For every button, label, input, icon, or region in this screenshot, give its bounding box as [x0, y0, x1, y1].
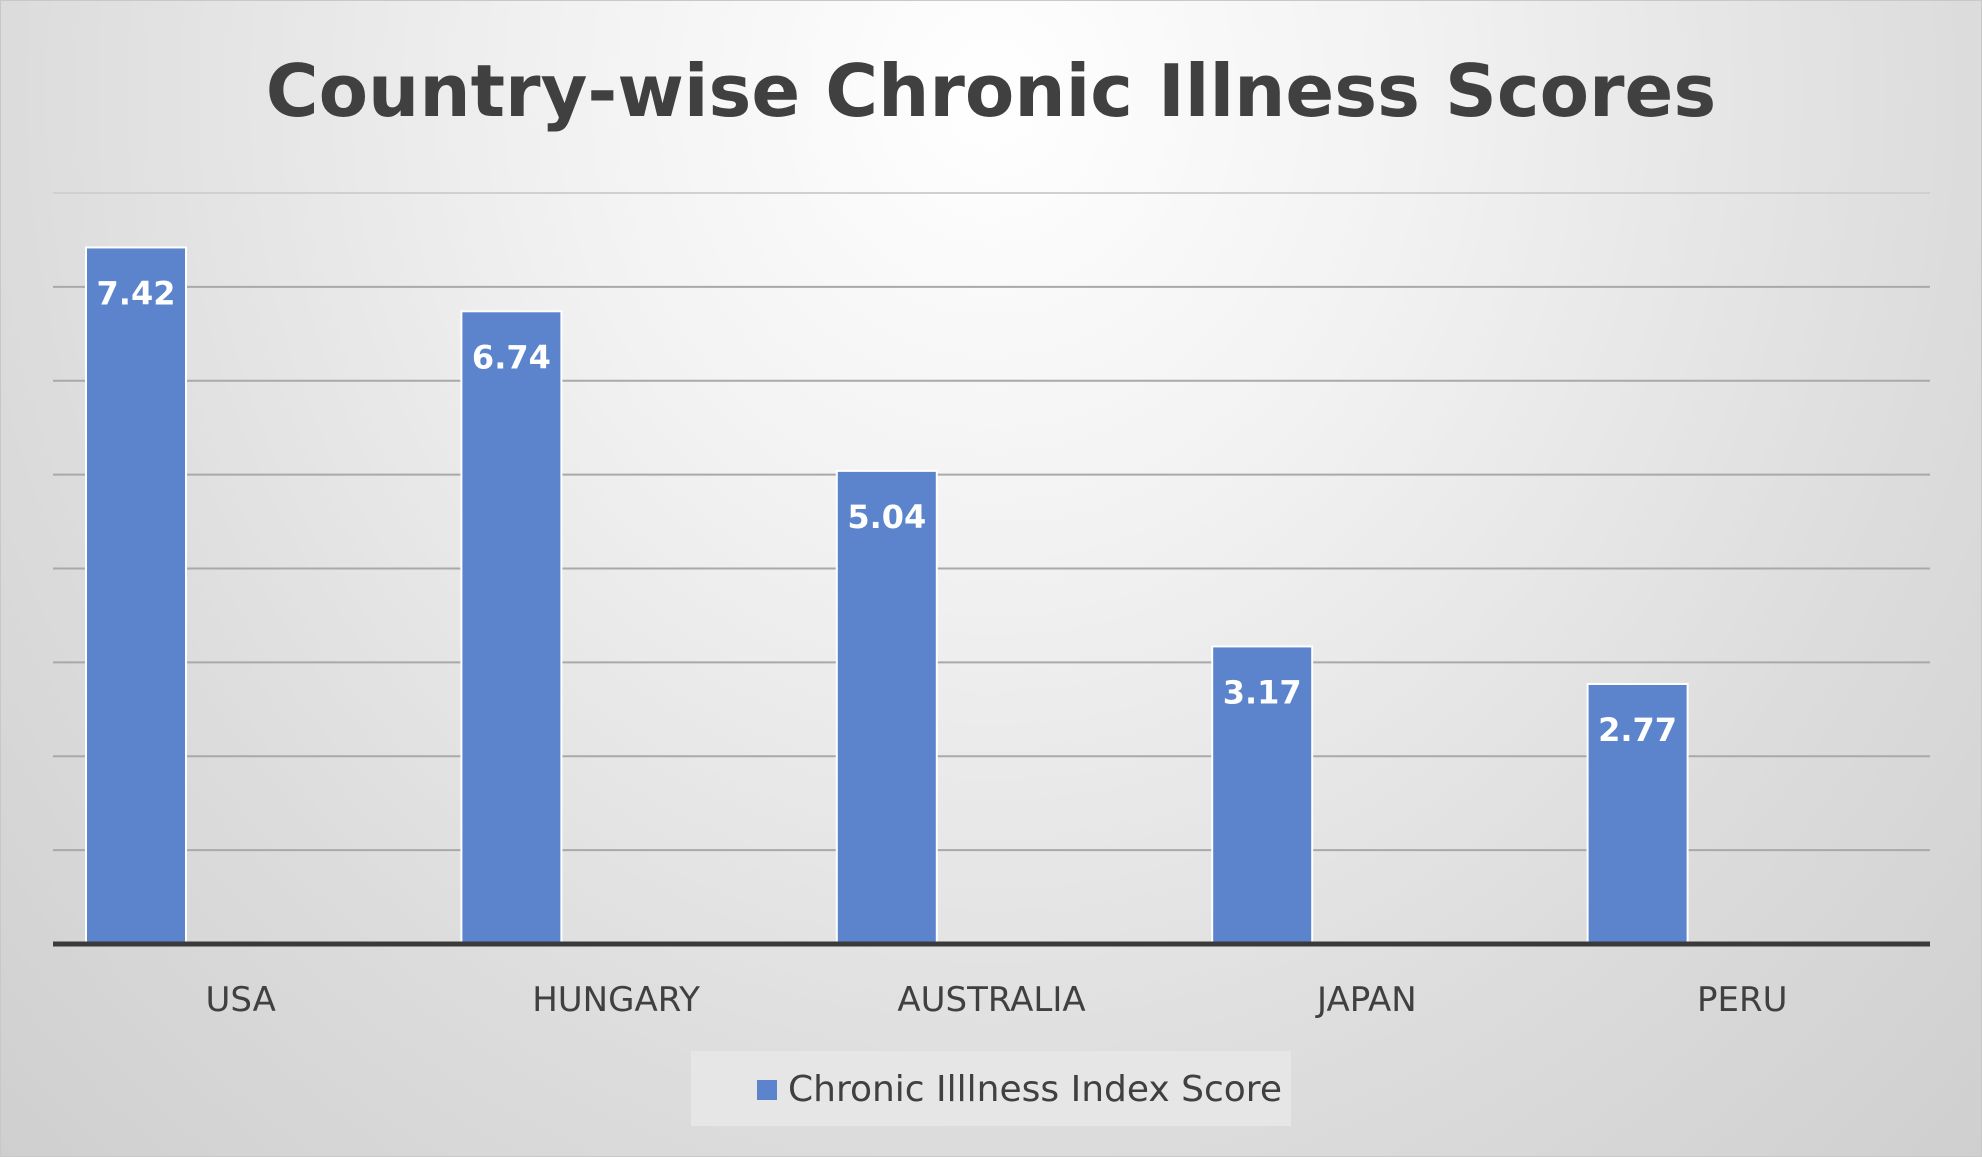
- legend-box: [691, 1051, 1291, 1126]
- data-label-australia: 5.04: [847, 498, 926, 536]
- x-axis-ticks: USA HUNGARY AUSTRALIA JAPAN PERU: [206, 980, 1788, 1020]
- bar-usa: [85, 246, 187, 945]
- bar-australia: [835, 469, 938, 945]
- gridlines: [53, 192, 1930, 852]
- data-label-hungary: 6.74: [472, 338, 551, 376]
- data-label-usa: 7.42: [97, 274, 176, 312]
- x-tick-peru: PERU: [1697, 980, 1788, 1020]
- legend-label: Chronic Illlness Index Score: [788, 1069, 1282, 1110]
- bar-hungary: [460, 310, 563, 946]
- legend-swatch: [757, 1080, 777, 1100]
- data-label-peru: 2.77: [1598, 711, 1677, 749]
- chart-title: Country-wise Chronic Illness Scores: [266, 49, 1716, 133]
- bar-japan: [1211, 645, 1314, 945]
- x-tick-australia: AUSTRALIA: [897, 980, 1085, 1020]
- data-label-japan: 3.17: [1223, 673, 1302, 711]
- bars: [85, 246, 1689, 946]
- data-labels: 7.42 6.74 5.04 3.17 2.77: [97, 274, 1678, 749]
- legend: Chronic Illlness Index Score: [691, 1051, 1291, 1126]
- x-tick-usa: USA: [206, 980, 276, 1020]
- bar-peru: [1586, 682, 1689, 945]
- x-tick-hungary: HUNGARY: [532, 980, 700, 1020]
- x-tick-japan: JAPAN: [1315, 980, 1417, 1020]
